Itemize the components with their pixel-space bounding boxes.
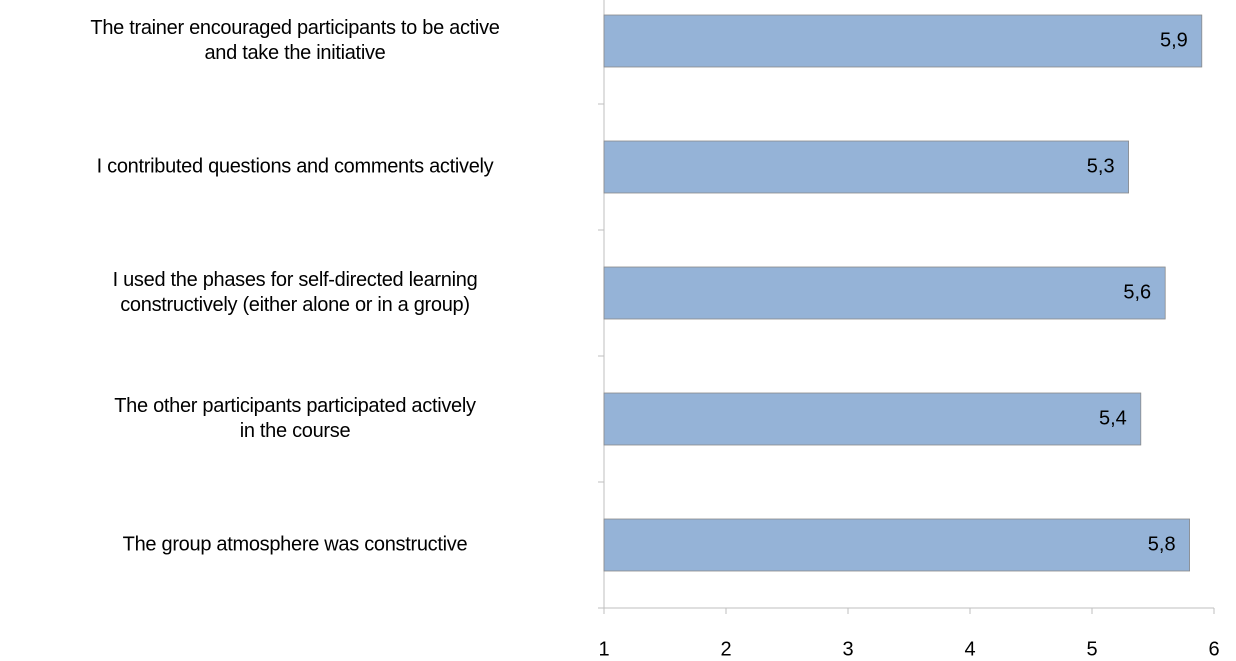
bar xyxy=(603,392,1142,446)
value-label: 5,6 xyxy=(1123,281,1151,303)
x-tick-label: 2 xyxy=(720,638,731,660)
category-label: The group atmosphere was constructive xyxy=(122,533,468,556)
x-tick-label: 6 xyxy=(1208,638,1219,660)
x-tick-label: 4 xyxy=(964,638,975,660)
value-label: 5,3 xyxy=(1087,155,1115,177)
bar xyxy=(603,518,1190,572)
x-tick-label: 1 xyxy=(598,638,609,660)
category-label: I contributed questions and comments act… xyxy=(96,155,494,178)
category-label: The trainer encouraged participants to b… xyxy=(90,17,500,64)
bar xyxy=(603,266,1166,320)
value-label: 5,4 xyxy=(1099,407,1127,429)
x-tick-label: 5 xyxy=(1086,638,1097,660)
bar xyxy=(603,140,1129,194)
x-tick-label: 3 xyxy=(842,638,853,660)
category-label: I used the phases for self-directed lear… xyxy=(112,269,478,316)
value-label: 5,9 xyxy=(1160,29,1188,51)
category-label: The other participants participated acti… xyxy=(114,395,476,442)
value-label: 5,8 xyxy=(1148,533,1176,555)
bar xyxy=(603,14,1203,68)
